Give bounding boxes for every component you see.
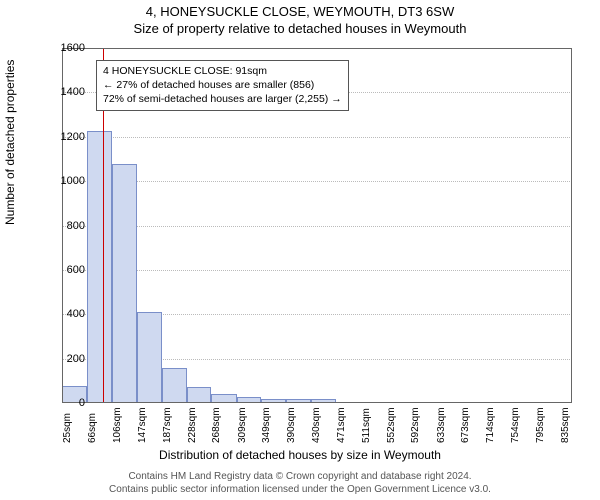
x-axis-label: Distribution of detached houses by size … [0,448,600,462]
x-tick-label: 187sqm [162,407,173,443]
x-tick-label: 228sqm [187,407,198,443]
footer: Contains HM Land Registry data © Crown c… [0,470,600,496]
x-tick-label: 633sqm [436,407,447,443]
x-tick-label: 66sqm [87,413,98,443]
y-tick-label: 1000 [45,175,85,187]
plot-area: 4 HONEYSUCKLE CLOSE: 91sqm ← 27% of deta… [62,48,572,403]
title-address: 4, HONEYSUCKLE CLOSE, WEYMOUTH, DT3 6SW [0,0,600,19]
x-tick-label: 592sqm [410,407,421,443]
y-tick-label: 600 [45,264,85,276]
x-tick-label: 390sqm [286,407,297,443]
x-tick-label: 349sqm [261,407,272,443]
y-tick-label: 200 [45,353,85,365]
chart-container: 4, HONEYSUCKLE CLOSE, WEYMOUTH, DT3 6SW … [0,0,600,500]
x-tick-label: 268sqm [211,407,222,443]
title-subtitle: Size of property relative to detached ho… [0,19,600,36]
footer-line2: Contains public sector information licen… [0,483,600,496]
footer-line1: Contains HM Land Registry data © Crown c… [0,470,600,483]
x-tick-label: 511sqm [361,408,372,443]
info-line3: 72% of semi-detached houses are larger (… [103,92,342,106]
x-tick-label: 309sqm [237,407,248,443]
x-tick-label: 471sqm [336,407,347,443]
x-tick-label: 795sqm [535,407,546,443]
x-tick-label: 552sqm [386,407,397,443]
y-tick-label: 1200 [45,131,85,143]
x-tick-label: 147sqm [137,407,148,443]
info-line1: 4 HONEYSUCKLE CLOSE: 91sqm [103,64,342,78]
y-tick-label: 1400 [45,86,85,98]
y-tick-label: 800 [45,220,85,232]
x-tick-label: 106sqm [112,407,123,443]
x-tick-label: 25sqm [62,413,73,443]
x-tick-label: 835sqm [560,407,571,443]
y-tick-label: 0 [45,397,85,409]
y-tick-label: 1600 [45,42,85,54]
x-tick-label: 714sqm [485,407,496,443]
info-line2: ← 27% of detached houses are smaller (85… [103,78,342,92]
x-tick-label: 430sqm [311,407,322,443]
x-tick-label: 754sqm [510,407,521,443]
y-axis-label: Number of detached properties [3,60,17,225]
x-tick-label: 673sqm [460,407,471,443]
info-box: 4 HONEYSUCKLE CLOSE: 91sqm ← 27% of deta… [96,60,349,111]
y-tick-label: 400 [45,308,85,320]
